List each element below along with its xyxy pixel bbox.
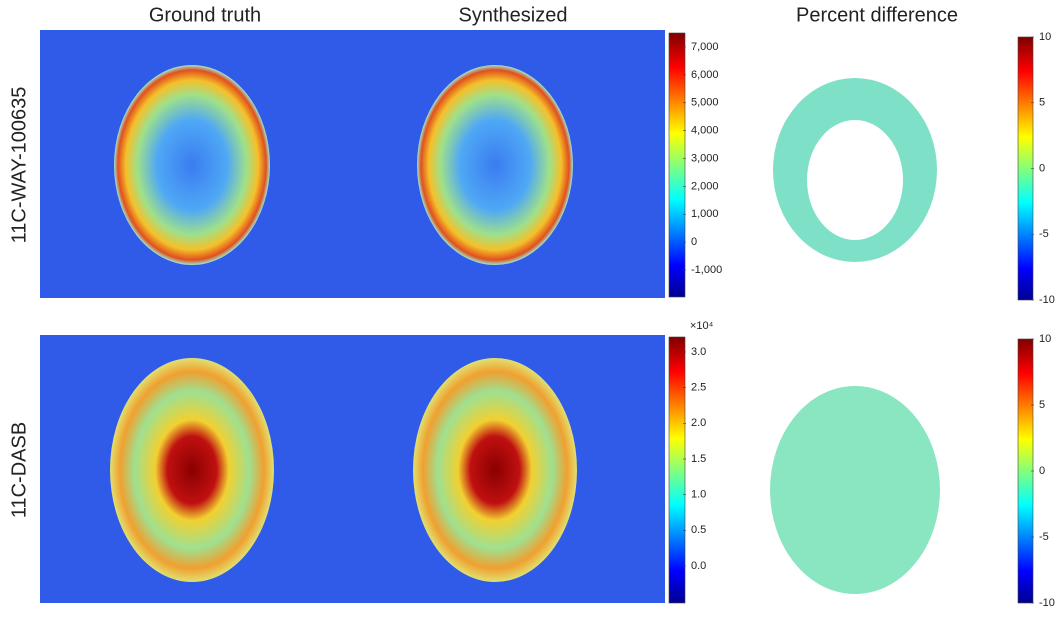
colorbar-tick-label: 1,000 xyxy=(691,208,719,220)
colorbar-tick-label: 1.5 xyxy=(691,453,706,465)
colorbar-multiplier: ×10⁴ xyxy=(690,320,714,332)
colorbar-tick-label: 10 xyxy=(1039,333,1051,345)
colorbar-tick-label: -5 xyxy=(1039,228,1049,240)
colorbar-tick-label: 0 xyxy=(691,236,697,248)
figure: Ground truth Synthesized Percent differe… xyxy=(0,0,1063,613)
diff-image xyxy=(770,386,940,594)
colorbar xyxy=(1018,339,1033,603)
colorbar-tick-label: 0.0 xyxy=(691,560,706,572)
colorbar-tick-label: 0.5 xyxy=(691,524,706,536)
row-label: 11C-WAY-100635 xyxy=(8,87,30,244)
colorbar-tick-label: 2.5 xyxy=(691,382,706,394)
column-title: Synthesized xyxy=(459,4,568,26)
brain-image xyxy=(110,358,274,582)
colorbar-tick-label: 1.0 xyxy=(691,489,706,501)
colorbar-tick-label: 0 xyxy=(1039,162,1045,174)
colorbar-tick-label: 7,000 xyxy=(691,41,719,53)
colorbar xyxy=(669,337,685,603)
colorbar-tick-label: 0 xyxy=(1039,465,1045,477)
colorbar-tick-label: 10 xyxy=(1039,31,1051,43)
colorbar-tick-label: -1,000 xyxy=(691,264,722,276)
brain-image xyxy=(417,65,573,265)
colorbar-tick-label: 3,000 xyxy=(691,152,719,164)
colorbar-tick-label: -10 xyxy=(1039,597,1055,609)
column-title: Ground truth xyxy=(149,4,261,26)
colorbar xyxy=(1018,37,1033,300)
colorbar-tick-label: -5 xyxy=(1039,531,1049,543)
colorbar-tick-label: 5 xyxy=(1039,97,1045,109)
colorbar-tick-label: 2.0 xyxy=(691,417,706,429)
brain-image xyxy=(413,358,577,582)
colorbar-tick-label: 5 xyxy=(1039,399,1045,411)
colorbar-tick-label: -10 xyxy=(1039,294,1055,306)
colorbar-tick-label: 6,000 xyxy=(691,69,719,81)
diff-image-mask xyxy=(807,120,903,240)
colorbar xyxy=(669,33,685,297)
colorbar-tick-label: 3.0 xyxy=(691,346,706,358)
row-label: 11C-DASB xyxy=(8,422,30,518)
colorbar-tick-label: 4,000 xyxy=(691,125,719,137)
column-title: Percent difference xyxy=(796,4,958,26)
panels xyxy=(40,30,1033,603)
colorbar-tick-label: 2,000 xyxy=(691,180,719,192)
colorbar-tick-label: 5,000 xyxy=(691,97,719,109)
brain-image xyxy=(114,65,270,265)
